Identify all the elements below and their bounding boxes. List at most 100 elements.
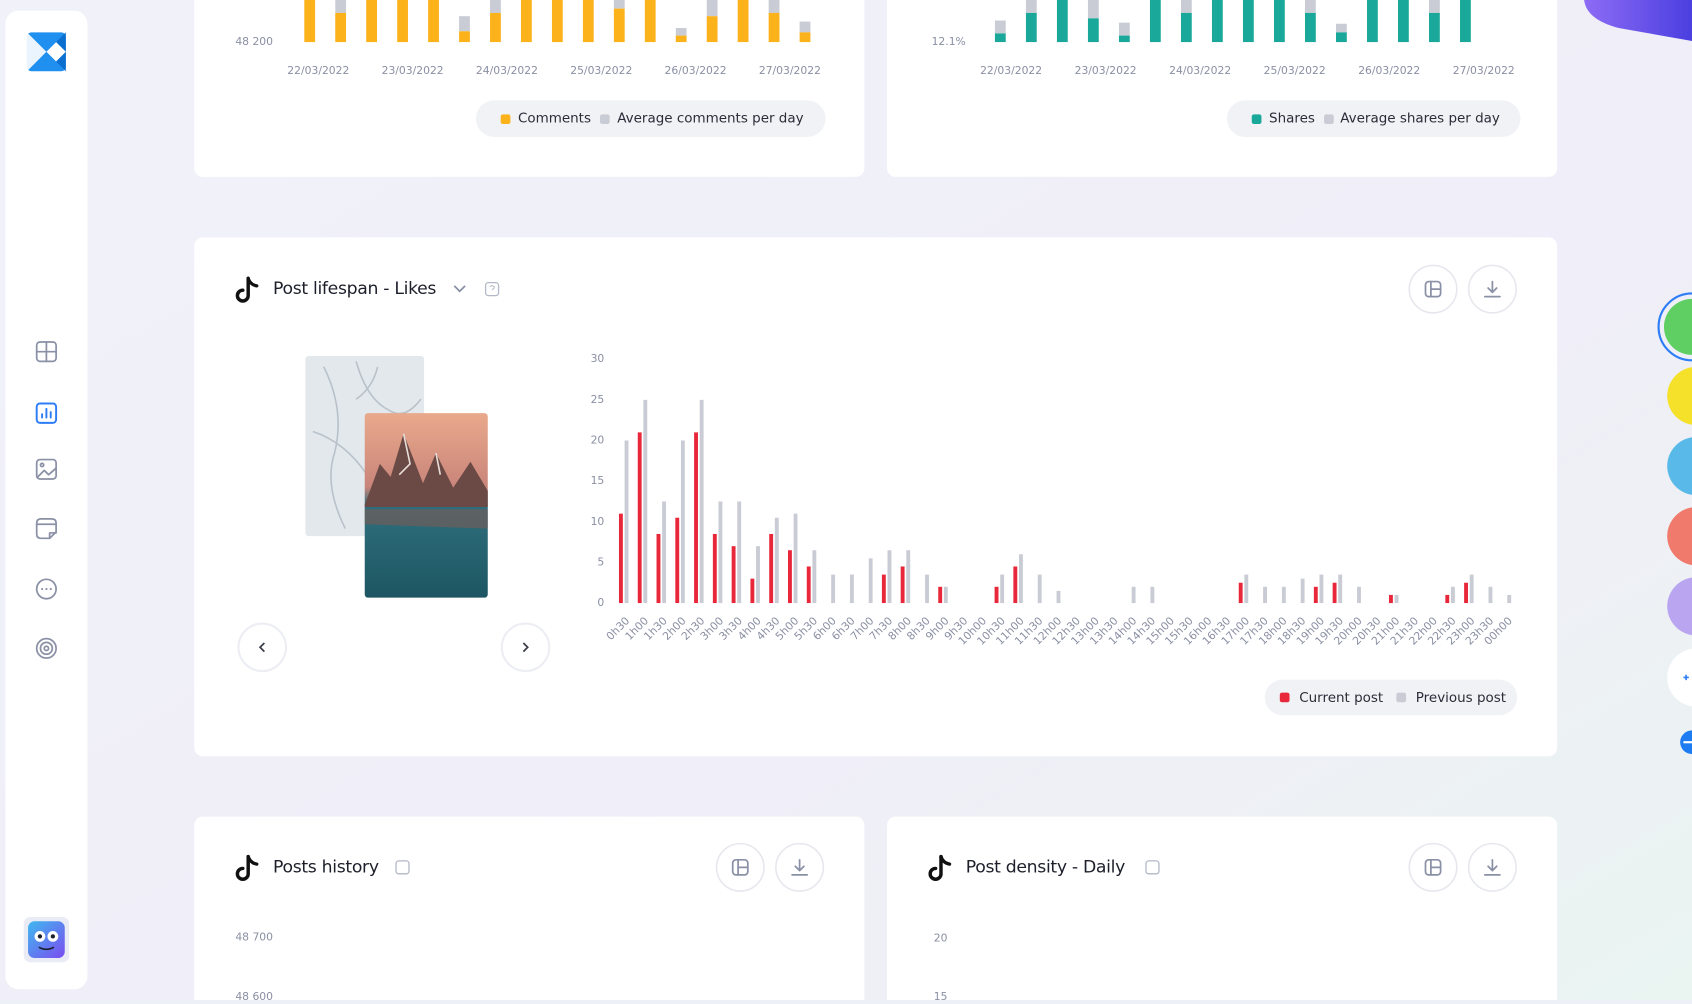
bar-segment: [737, 0, 749, 43]
bar: [731, 546, 736, 604]
x-tick-label: 24/03/2022: [1169, 64, 1231, 77]
y-tick-label: 48 200: [235, 35, 273, 48]
bar: [868, 558, 873, 604]
x-tick-label: 23/03/2022: [1075, 64, 1137, 77]
bar: [900, 566, 905, 604]
bar: [656, 533, 661, 604]
bar: [1131, 586, 1136, 604]
bar: [1488, 586, 1493, 604]
legend-swatch: [500, 114, 511, 125]
y-tick-label: 0: [597, 596, 604, 609]
account-avatar[interactable]: [1667, 367, 1692, 425]
nav-monitoring[interactable]: [35, 637, 57, 659]
legend-label: Previous post: [1416, 690, 1506, 706]
bar-segment: [1025, 12, 1037, 43]
account-avatar[interactable]: [1667, 507, 1692, 565]
bar: [643, 399, 648, 604]
nav-analytics[interactable]: [35, 402, 58, 424]
bar-segment: [799, 21, 811, 33]
previous-button[interactable]: [237, 622, 288, 673]
bar: [718, 501, 723, 604]
account-avatar[interactable]: [1667, 437, 1692, 495]
post-preview[interactable]: [364, 413, 488, 598]
bar: [1013, 566, 1018, 604]
bar: [662, 501, 667, 604]
bar-segment: [1149, 0, 1161, 43]
x-tick-label: 25/03/2022: [1264, 64, 1326, 77]
bar: [750, 578, 755, 604]
layout-button[interactable]: [1408, 842, 1458, 892]
bar-segment: [799, 32, 811, 43]
bar-segment: [1367, 0, 1378, 43]
card-title: Post lifespan - Likes: [273, 279, 436, 299]
bar: [737, 501, 742, 604]
card-title: Post density - Daily: [966, 857, 1125, 877]
bar: [1018, 554, 1023, 604]
x-tick-label: 26/03/2022: [1358, 64, 1420, 77]
card: [194, 816, 865, 1004]
bar-segment: [1273, 0, 1285, 43]
x-tick-label: 22/03/2022: [980, 64, 1042, 77]
nav-dashboard[interactable]: [35, 341, 57, 363]
bar-segment: [1242, 0, 1254, 43]
bar: [769, 533, 774, 604]
add-account[interactable]: [1667, 648, 1692, 707]
help-icon[interactable]: [1145, 860, 1160, 875]
bar: [1319, 574, 1324, 604]
bar: [694, 432, 698, 604]
download-button[interactable]: [1467, 842, 1517, 892]
help-icon[interactable]: [484, 281, 500, 297]
legend-swatch: [1279, 692, 1290, 703]
bar-segment: [1460, 0, 1471, 43]
bar: [1313, 586, 1318, 604]
bar-segment: [490, 0, 501, 13]
bar: [699, 399, 704, 604]
plus-icon: [1683, 674, 1689, 681]
account-avatar[interactable]: [1667, 577, 1692, 636]
bar: [756, 546, 760, 604]
x-tick-label: 23/03/2022: [382, 64, 444, 77]
dropdown-toggle[interactable]: [453, 285, 466, 293]
bar-segment: [613, 8, 625, 43]
bar: [637, 432, 642, 604]
bar: [887, 550, 892, 604]
download-button[interactable]: [775, 842, 825, 892]
tiktok-icon: [928, 854, 952, 881]
x-tick-label: 22/03/2022: [287, 64, 349, 77]
bar-segment: [1304, 12, 1316, 43]
bar: [1388, 594, 1393, 604]
bar-segment: [1118, 35, 1130, 43]
account-avatar[interactable]: [1663, 298, 1692, 355]
bar-segment: [335, 12, 347, 43]
x-tick-label: 27/03/2022: [759, 64, 821, 77]
help-icon[interactable]: [395, 860, 410, 875]
nav-messages[interactable]: [35, 578, 57, 600]
layout-button[interactable]: [715, 842, 765, 892]
nav-media[interactable]: [35, 458, 57, 480]
bar: [906, 550, 911, 604]
download-button[interactable]: [1467, 264, 1517, 314]
bar-segment: [706, 0, 718, 17]
bar-segment: [582, 0, 594, 43]
bar-segment: [366, 0, 378, 43]
bar: [774, 517, 779, 604]
legend: [475, 100, 826, 138]
bar-segment: [459, 16, 470, 32]
legend: [1226, 100, 1521, 138]
logo[interactable]: [26, 32, 66, 72]
bar: [1450, 586, 1455, 604]
bar-segment: [994, 33, 1006, 43]
layout-button[interactable]: [1408, 264, 1458, 314]
bar: [618, 513, 623, 604]
next-button[interactable]: [500, 622, 551, 673]
nav-planner[interactable]: [35, 518, 57, 540]
bar: [680, 440, 685, 604]
user-avatar[interactable]: [23, 916, 70, 963]
bar: [1394, 594, 1399, 604]
bar-segment: [551, 0, 563, 43]
bar: [1000, 574, 1005, 604]
legend-label: Average shares per day: [1340, 111, 1500, 127]
y-tick-label: 48 600: [235, 990, 273, 1000]
legend-label: Shares: [1269, 111, 1315, 127]
bar: [793, 513, 798, 604]
